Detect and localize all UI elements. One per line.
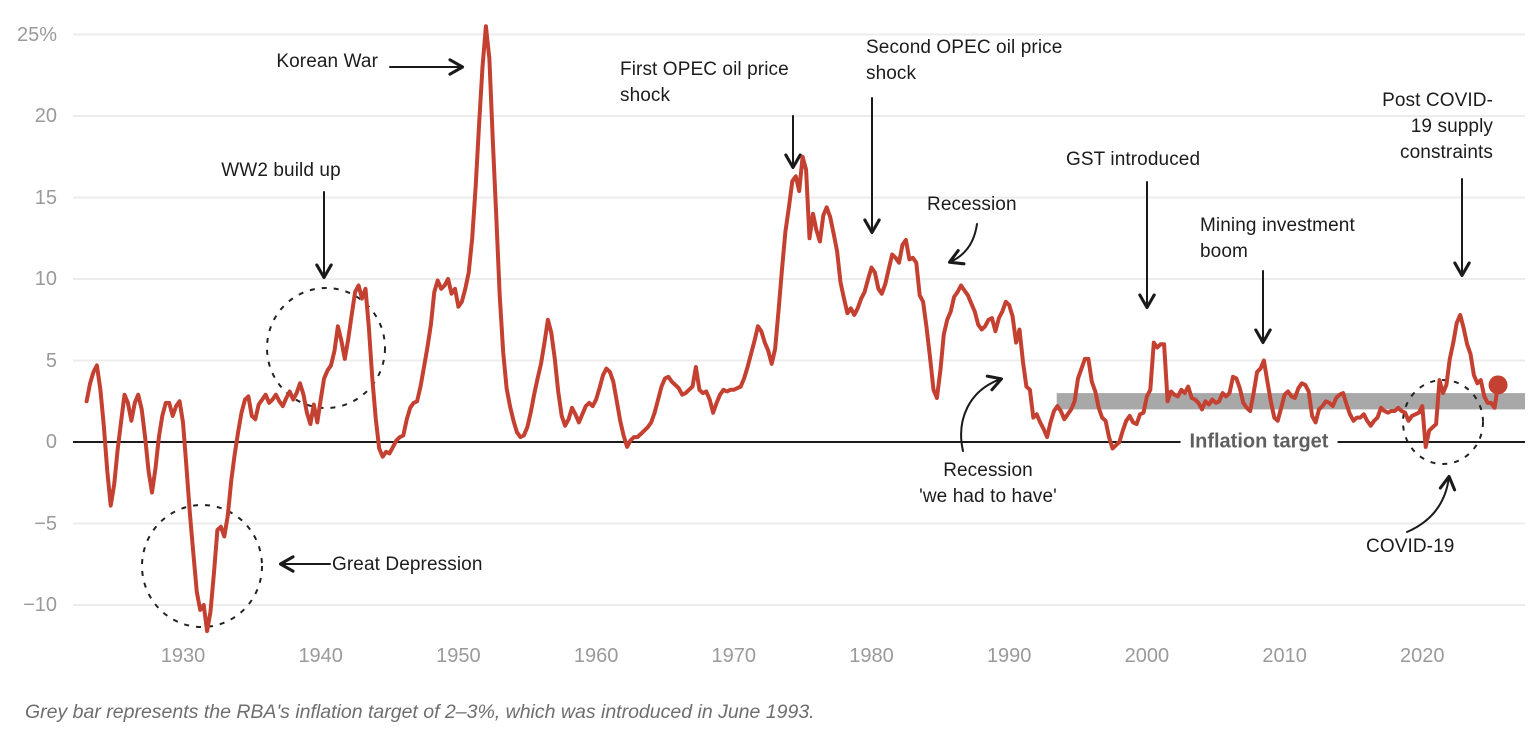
covid-19-arrow: [1406, 474, 1457, 533]
great-depression-circle: [141, 504, 263, 628]
inflation-line-series: [84, 24, 1508, 634]
covid-19-circle: [1402, 379, 1484, 465]
recession-we-had-to-have-arrow: [960, 374, 1004, 452]
chart-footnote: Grey bar represents the RBA's inflation …: [25, 701, 815, 723]
gridlines: [73, 33, 1525, 606]
ww2-build-up-circle: [266, 287, 386, 409]
annotation-circles: [141, 287, 1484, 628]
target-band-rect: [1056, 393, 1525, 410]
inflation-target-band: [1056, 393, 1525, 410]
recession-1980s-arrow: [947, 223, 978, 266]
annotation-arrows: [278, 58, 1471, 573]
latest-value-dot: [1488, 375, 1508, 395]
inflation-line: [84, 24, 1500, 634]
